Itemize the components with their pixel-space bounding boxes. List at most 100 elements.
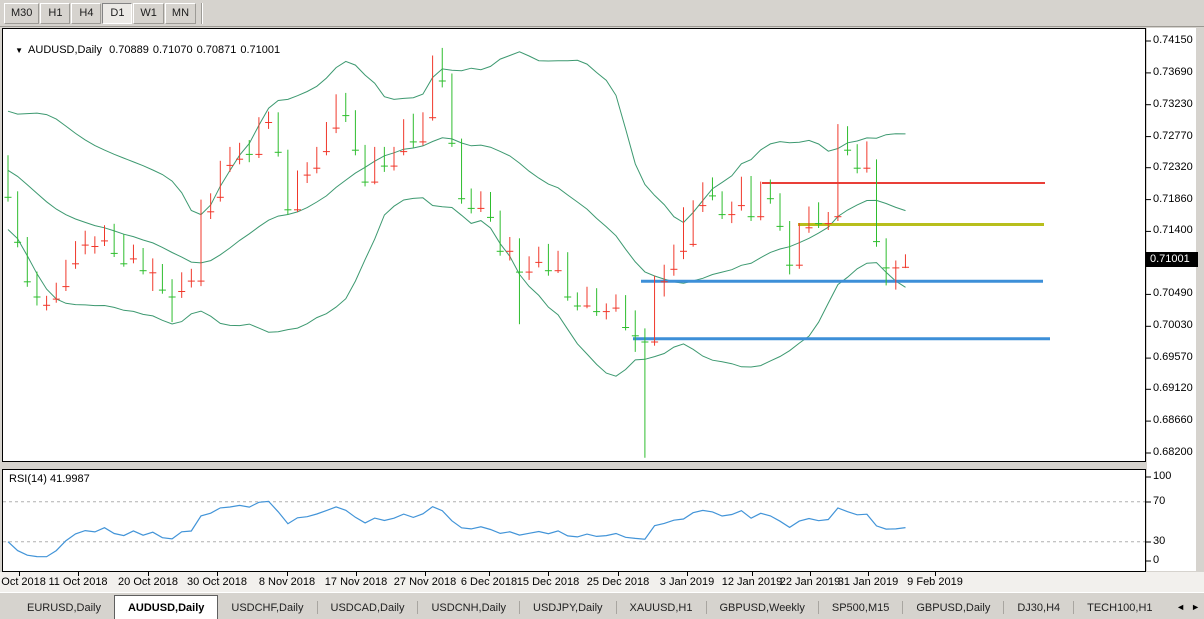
tab-separator: [316, 601, 318, 614]
timeframe-button-MN[interactable]: MN: [164, 2, 197, 24]
tab-sp500-m15[interactable]: SP500,M15: [831, 602, 890, 614]
rsi-indicator-label: RSI(14) 41.9987: [9, 473, 90, 485]
rsi-value: 41.9987: [49, 473, 90, 485]
price-axis-label: 0.74150: [1153, 34, 1193, 46]
date-tick: [148, 572, 149, 576]
timeframe-button-M30[interactable]: M30: [4, 2, 40, 24]
tab-separator: [902, 601, 904, 614]
symbol-label: AUDUSD,Daily: [28, 44, 103, 56]
toolbar-separator: [201, 2, 204, 24]
date-tick: [287, 572, 288, 576]
rsi-layer: [3, 500, 1145, 558]
symbol-dropdown-icon[interactable]: ▼: [15, 46, 24, 55]
date-tick: [548, 572, 549, 576]
date-tick: [425, 572, 426, 576]
price-axis-label: 0.72770: [1153, 129, 1193, 142]
timeframe-button-H4[interactable]: H4: [71, 2, 102, 24]
tab-audusd-daily[interactable]: AUDUSD,Daily: [113, 595, 219, 619]
price-axis-label: 0.70030: [1153, 319, 1193, 332]
date-axis-label: 17 Nov 2018: [324, 576, 388, 588]
price-axis-label: 0.73230: [1153, 97, 1193, 110]
main-pane: [2, 28, 1146, 462]
rsi-axis-label: 100: [1153, 470, 1172, 482]
tab-xauusd-h1[interactable]: XAUUSD,H1: [629, 602, 693, 614]
date-tick: [935, 572, 936, 576]
ohlc-close: 0.71001: [240, 44, 281, 56]
date-axis-label: 27 Nov 2018: [393, 576, 457, 588]
current-price-badge: 0.71001: [1146, 252, 1198, 267]
tab-gbpusd-daily[interactable]: GBPUSD,Daily: [916, 602, 991, 614]
tab-eurusd-daily[interactable]: EURUSD,Daily: [27, 602, 101, 614]
tab-scroll-right-icon[interactable]: ►: [1191, 602, 1200, 612]
date-axis-label: 31 Jan 2019: [837, 576, 899, 588]
date-tick: [752, 572, 753, 576]
chart-title: ▼ AUDUSD,Daily 0.70889 0.71070 0.70871 0.710…: [9, 32, 284, 56]
date-axis-label: 6 Dec 2018: [460, 576, 518, 588]
tab-dj30-h4[interactable]: DJ30,H4: [1017, 602, 1061, 614]
ohlc-open: 0.70889: [109, 44, 149, 56]
date-axis-label: 3 Jan 2019: [659, 576, 715, 588]
tab-gbpusd-weekly[interactable]: GBPUSD,Weekly: [719, 602, 805, 614]
price-axis-label: 0.69570: [1153, 351, 1193, 364]
date-tick: [687, 572, 688, 576]
price-axis: [1147, 28, 1196, 571]
rsi-axis-label: 30: [1153, 535, 1166, 547]
date-axis-label: 8 Nov 2018: [258, 576, 316, 588]
rsi-line[interactable]: [7, 500, 906, 558]
price-axis-label: 0.68660: [1153, 414, 1193, 427]
price-axis-label: 0.71860: [1153, 192, 1193, 205]
rsi-axis-label: 70: [1153, 495, 1166, 507]
tab-usdcad-daily[interactable]: USDCAD,Daily: [330, 602, 405, 614]
tab-usdcnh-daily[interactable]: USDCNH,Daily: [431, 602, 507, 614]
price-axis-label: 0.73690: [1153, 65, 1193, 78]
ohlc-high: 0.71070: [152, 44, 193, 56]
timeframe-toolbar: M30 H1 H4 D1 W1 MN: [0, 0, 1204, 27]
tab-scroll-arrows: ◄ ►: [1170, 601, 1204, 613]
candles-layer: [4, 47, 909, 458]
timeframe-button-D1[interactable]: D1: [102, 2, 133, 24]
timeframe-button-W1[interactable]: W1: [133, 2, 164, 24]
date-axis-label: 20 Oct 2018: [118, 576, 178, 588]
tab-scroll-left-icon[interactable]: ◄: [1176, 602, 1186, 612]
main-chart[interactable]: [0, 0, 1204, 592]
tab-separator: [417, 601, 419, 614]
chart-tabs: EURUSD,Daily AUDUSD,Daily USDCHF,Daily USDC…: [14, 595, 1166, 619]
ohlc-low: 0.70871: [196, 44, 237, 56]
trendlines[interactable]: [633, 182, 1050, 341]
tab-separator: [817, 601, 819, 614]
tab-tech100-h1[interactable]: TECH100,H1: [1087, 602, 1153, 614]
date-tick: [868, 572, 869, 576]
date-tick: [618, 572, 619, 576]
date-axis-label: 11 Oct 2018: [48, 576, 108, 588]
chart-tabs-bar: EURUSD,Daily AUDUSD,Daily USDCHF,Daily USDC…: [0, 592, 1204, 619]
bollinger-middle-line[interactable]: [7, 137, 906, 284]
date-axis-label: 30 Oct 2018: [187, 576, 247, 588]
tab-separator: [1073, 601, 1075, 614]
price-axis-label: 0.68200: [1153, 446, 1193, 458]
bollinger-bands[interactable]: [7, 51, 906, 377]
date-axis-label: 2 Oct 2018: [0, 576, 46, 588]
tab-separator: [615, 601, 617, 614]
date-tick: [78, 572, 79, 576]
price-axis-label: 0.69120: [1153, 382, 1193, 395]
timeframe-button-H1[interactable]: H1: [40, 2, 71, 24]
tab-usdchf-daily[interactable]: USDCHF,Daily: [231, 602, 304, 614]
price-axis-label: 0.71400: [1153, 224, 1193, 237]
rsi-pane: [2, 469, 1146, 572]
date-tick: [217, 572, 218, 576]
tab-separator: [705, 601, 707, 614]
date-tick: [19, 572, 20, 576]
bollinger-upper-line[interactable]: [7, 51, 906, 224]
rsi-name: RSI(14): [9, 473, 47, 485]
bollinger-lower-line[interactable]: [7, 197, 906, 377]
date-tick: [356, 572, 357, 576]
date-tick: [489, 572, 490, 576]
date-axis-label: 15 Dec 2018: [516, 576, 580, 588]
date-axis-label: 25 Dec 2018: [586, 576, 650, 588]
date-axis-label: 22 Jan 2019: [779, 576, 841, 588]
tab-usdjpy-daily[interactable]: USDJPY,Daily: [533, 602, 603, 614]
tab-separator: [1003, 601, 1005, 614]
tab-separator: [519, 601, 521, 614]
date-axis-label: 9 Feb 2019: [907, 576, 963, 588]
